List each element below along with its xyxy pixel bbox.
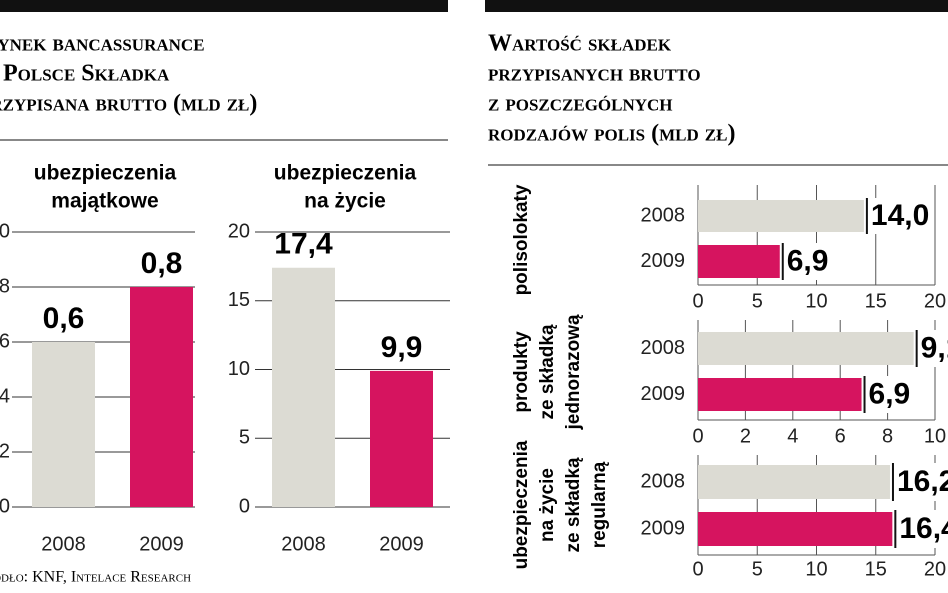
row-header: produkty: [511, 331, 532, 413]
value-label: 6,9: [787, 244, 829, 277]
x-tick-label: 10: [805, 558, 827, 580]
label-box: [894, 510, 948, 548]
x-tick-label: 2008: [41, 533, 86, 555]
top-band: [0, 0, 448, 12]
label-box: [915, 330, 948, 367]
bar: [370, 370, 433, 507]
bar: [698, 245, 780, 278]
top-band: [485, 0, 948, 12]
bar: [698, 465, 890, 499]
row-header: ubezpieczenia: [511, 440, 532, 569]
x-tick-label: 5: [752, 290, 763, 312]
row-header: ze składką: [537, 324, 558, 419]
x-tick-label: 20: [924, 558, 946, 580]
y-tick-label: 2009: [641, 250, 686, 272]
x-tick-label: 0: [692, 290, 703, 312]
y-tick-label: 5: [239, 427, 250, 449]
panel-title: przypisana brutto (mld zł): [0, 91, 257, 117]
row-header: jednorazową: [563, 314, 584, 431]
x-tick-label: 8: [882, 425, 893, 447]
chart-header: ubezpieczenia: [274, 162, 417, 185]
bar: [698, 378, 862, 411]
bar: [698, 512, 893, 546]
x-tick-label: 4: [787, 425, 798, 447]
chart-header: ubezpieczenia: [34, 162, 177, 185]
panel-title: Wartość składek: [488, 31, 672, 57]
x-tick-label: 10: [924, 425, 946, 447]
x-tick-label: 2008: [281, 533, 326, 555]
label-box: [863, 376, 924, 413]
value-label: 16,2: [897, 465, 948, 498]
x-tick-label: 6: [835, 425, 846, 447]
bar: [32, 342, 95, 507]
label-box: [865, 198, 926, 234]
x-tick-label: 10: [805, 290, 827, 312]
value-label: 17,4: [274, 228, 333, 261]
y-tick-label: 2009: [641, 517, 686, 539]
y-tick-label: 15: [228, 289, 250, 311]
x-tick-label: 20: [924, 290, 946, 312]
y-tick-label: 2008: [641, 204, 686, 226]
chart-header: na życie: [304, 190, 386, 213]
y-tick-label: 10: [228, 358, 250, 380]
row-header: ze składką: [563, 457, 584, 552]
y-tick-label: 0,2: [0, 440, 10, 462]
panel-title: z poszczególnych: [488, 91, 673, 117]
row-header: polisolokaty: [511, 184, 532, 295]
value-label: 0,6: [43, 302, 85, 335]
row-header: na życie: [537, 468, 558, 542]
x-tick-label: 0: [692, 425, 703, 447]
y-tick-label: 0,6: [0, 330, 10, 352]
panel-title: Rynek bancassurance: [0, 31, 205, 57]
bar: [698, 200, 864, 232]
chart-header: majątkowe: [51, 190, 158, 213]
panel-title: w Polsce Składka: [0, 61, 170, 87]
y-tick-label: 2008: [641, 337, 686, 359]
label-box: [781, 243, 842, 280]
x-tick-label: 2009: [379, 533, 424, 555]
label-box: [891, 463, 948, 501]
y-tick-label: 1,0: [0, 220, 10, 242]
value-label: 6,9: [869, 377, 911, 410]
x-tick-label: 2: [740, 425, 751, 447]
panel-title: przypisanych brutto: [488, 61, 701, 87]
bar: [130, 287, 193, 507]
x-tick-label: 15: [865, 290, 887, 312]
y-tick-label: 2009: [641, 383, 686, 405]
value-label: 9,9: [381, 331, 423, 364]
value-label: 14,0: [871, 199, 929, 232]
y-tick-label: 2008: [641, 470, 686, 492]
source: Źródło: KNF, Intelace Research: [0, 567, 191, 586]
bar: [272, 267, 335, 507]
y-tick-label: 0: [239, 495, 250, 517]
panel-title: rodzajów polis (mld zł): [488, 121, 735, 147]
y-tick-label: 0: [0, 495, 10, 517]
x-tick-label: 5: [752, 558, 763, 580]
y-tick-label: 20: [228, 220, 250, 242]
row-header: regularną: [589, 461, 610, 548]
y-tick-label: 0,4: [0, 385, 10, 407]
x-tick-label: 2009: [139, 533, 184, 555]
value-label: 16,4: [899, 512, 948, 545]
y-tick-label: 0,8: [0, 275, 10, 297]
bar: [698, 332, 914, 365]
value-label: 9,1: [921, 331, 948, 364]
value-label: 0,8: [141, 247, 183, 280]
x-tick-label: 0: [692, 558, 703, 580]
x-tick-label: 15: [865, 558, 887, 580]
